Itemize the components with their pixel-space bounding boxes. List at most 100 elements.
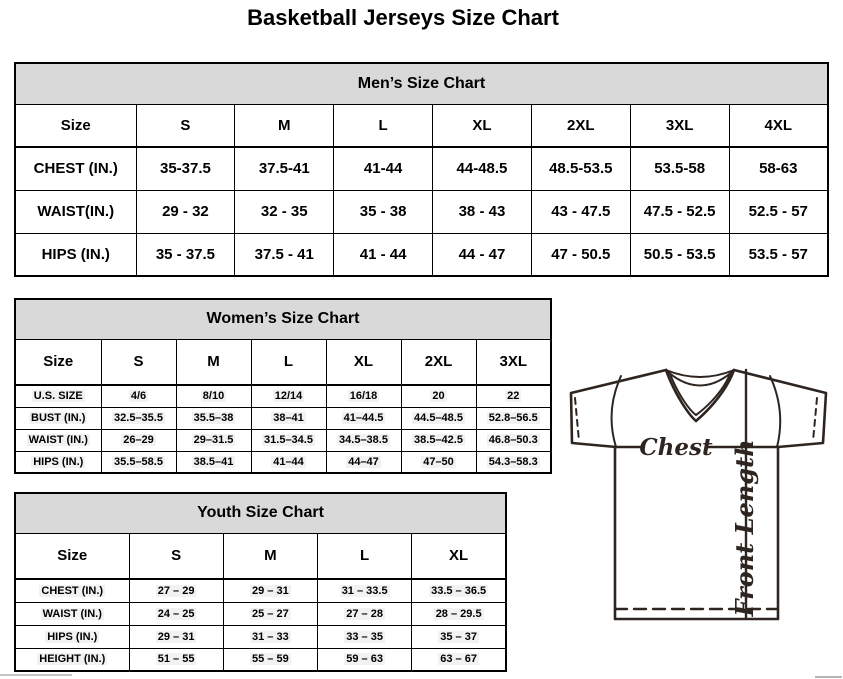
size-value: 16/18: [347, 390, 380, 403]
row-label: CHEST (IN.): [14, 578, 130, 603]
column-header: M: [234, 103, 335, 148]
scrollbar-fragment-right: [815, 676, 842, 678]
column-header: 2XL: [530, 103, 631, 148]
table-title-row: Women’s Size Chart: [14, 298, 552, 340]
size-value: 25 – 27: [250, 607, 291, 620]
size-value-cell: 35 – 37: [411, 624, 507, 649]
size-value-cell: 44–47: [325, 450, 402, 474]
column-header: L: [316, 532, 413, 580]
row-label: U.S. SIZE: [14, 384, 102, 408]
row-label-text: CHEST (IN.): [39, 584, 106, 597]
table-row: CHEST (IN.) 35-37.5 37.5-41 41-44 44-48.…: [14, 146, 829, 191]
table-row: BUST (IN.) 32.5–35.5 35.5–38 38–41 41–44…: [14, 406, 552, 430]
size-value: 46.8–50.3: [486, 434, 540, 446]
table-row: WAIST (IN.) 26–29 29–31.5 31.5–34.5 34.5…: [14, 428, 552, 452]
size-value-cell: 50.5 - 53.5: [629, 232, 730, 277]
womens-table-title: Women’s Size Chart: [14, 298, 552, 340]
youth-table-title: Youth Size Chart: [14, 492, 507, 534]
column-header: 2XL: [400, 338, 477, 386]
mens-table-title: Men’s Size Chart: [14, 62, 829, 105]
table-row: WAIST (IN.) 24 – 25 25 – 27 27 – 28 28 –…: [14, 601, 507, 626]
size-value-cell: 29 – 31: [222, 578, 319, 603]
size-value-cell: 26–29: [100, 428, 177, 452]
youth-header-row: Size S M L XL: [14, 532, 507, 580]
size-value-cell: 55 – 59: [222, 647, 319, 672]
size-value-cell: 38–41: [250, 406, 327, 430]
table-row: HIPS (IN.) 35.5–58.5 38.5–41 41–44 44–47…: [14, 450, 552, 474]
row-label-text: WAIST (IN.): [40, 607, 104, 620]
size-value: 59 – 63: [344, 653, 385, 666]
size-value-cell: 47.5 - 52.5: [629, 189, 730, 234]
size-value-cell: 52.8–56.5: [475, 406, 552, 430]
row-label-text: HEIGHT (IN.): [37, 653, 108, 666]
row-label: HIPS (IN.): [14, 624, 130, 649]
column-header: S: [100, 338, 177, 386]
size-value: 34.5–38.5: [337, 434, 390, 446]
size-value-cell: 41–44: [250, 450, 327, 474]
size-value: 32.5–35.5: [112, 412, 165, 424]
size-value-cell: 41–44.5: [325, 406, 402, 430]
size-value-cell: 31.5–34.5: [250, 428, 327, 452]
size-value-cell: 44-48.5: [432, 146, 532, 191]
size-value: 33 – 35: [344, 630, 385, 643]
size-value: 38–41: [271, 412, 306, 424]
youth-size-table: Youth Size Chart Size S M L XL CHEST (IN…: [14, 492, 507, 672]
size-value-cell: 58-63: [728, 146, 829, 191]
table-row: CHEST (IN.) 27 – 29 29 – 31 31 – 33.5 33…: [14, 578, 507, 603]
column-header: L: [333, 103, 434, 148]
row-label-text: HIPS (IN.): [31, 455, 86, 468]
mens-size-table: Men’s Size Chart Size S M L XL 2XL 3XL 4…: [14, 62, 829, 277]
size-value-cell: 32 - 35: [234, 189, 335, 234]
size-value: 26–29: [121, 434, 156, 446]
column-header: Size: [14, 338, 102, 386]
column-header: Size: [14, 532, 130, 580]
size-value-cell: 37.5 - 41: [234, 232, 335, 277]
size-value-cell: 52.5 - 57: [728, 189, 829, 234]
column-header: XL: [411, 532, 507, 580]
size-value-cell: 25 – 27: [222, 601, 319, 626]
size-value-cell: 31 – 33.5: [316, 578, 413, 603]
size-value: 31.5–34.5: [262, 434, 315, 446]
row-label: WAIST (IN.): [14, 428, 102, 452]
size-value: 35 – 37: [438, 630, 479, 643]
row-label: WAIST (IN.): [14, 601, 130, 626]
column-header: 3XL: [475, 338, 552, 386]
mens-header-row: Size S M L XL 2XL 3XL 4XL: [14, 103, 829, 148]
size-value-cell: 41-44: [333, 146, 434, 191]
size-value: 27 – 28: [344, 607, 385, 620]
size-value-cell: 33 – 35: [316, 624, 413, 649]
size-value-cell: 24 – 25: [128, 601, 224, 626]
size-value: 44–47: [346, 455, 381, 468]
size-value: 54.3–58.3: [486, 455, 540, 468]
table-title-row: Men’s Size Chart: [14, 62, 829, 105]
row-label: HEIGHT (IN.): [14, 647, 130, 672]
table-row: HIPS (IN.) 35 - 37.5 37.5 - 41 41 - 44 4…: [14, 232, 829, 277]
size-value-cell: 29 – 31: [128, 624, 224, 649]
size-value-cell: 16/18: [325, 384, 402, 408]
column-header: Size: [14, 103, 137, 148]
size-value: 52.8–56.5: [486, 412, 540, 424]
front-length-label: Front Length: [730, 439, 759, 617]
size-value-cell: 20: [400, 384, 477, 408]
size-value: 29 – 31: [155, 630, 197, 643]
size-value-cell: 32.5–35.5: [100, 406, 177, 430]
size-value-cell: 63 – 67: [411, 647, 507, 672]
size-value: 44.5–48.5: [412, 412, 465, 424]
jersey-outline: [569, 368, 828, 621]
row-label: HIPS (IN.): [14, 450, 102, 474]
size-value: 12/14: [272, 390, 305, 403]
size-value-cell: 29 - 32: [135, 189, 236, 234]
size-value-cell: 4/6: [100, 384, 177, 408]
size-value: 28 – 29.5: [433, 607, 484, 620]
size-value: 31 – 33.5: [339, 584, 390, 597]
size-value: 55 – 59: [250, 653, 291, 666]
size-value: 4/6: [128, 390, 149, 403]
size-value-cell: 38.5–41: [175, 450, 252, 474]
size-value: 38.5–42.5: [412, 434, 465, 446]
size-value: 47–50: [421, 455, 456, 468]
table-row: WAIST(IN.) 29 - 32 32 - 35 35 - 38 38 - …: [14, 189, 829, 234]
size-value: 29 – 31: [250, 584, 291, 597]
size-value-cell: 28 – 29.5: [411, 601, 507, 626]
row-label: CHEST (IN.): [14, 146, 137, 191]
size-value-cell: 34.5–38.5: [325, 428, 402, 452]
